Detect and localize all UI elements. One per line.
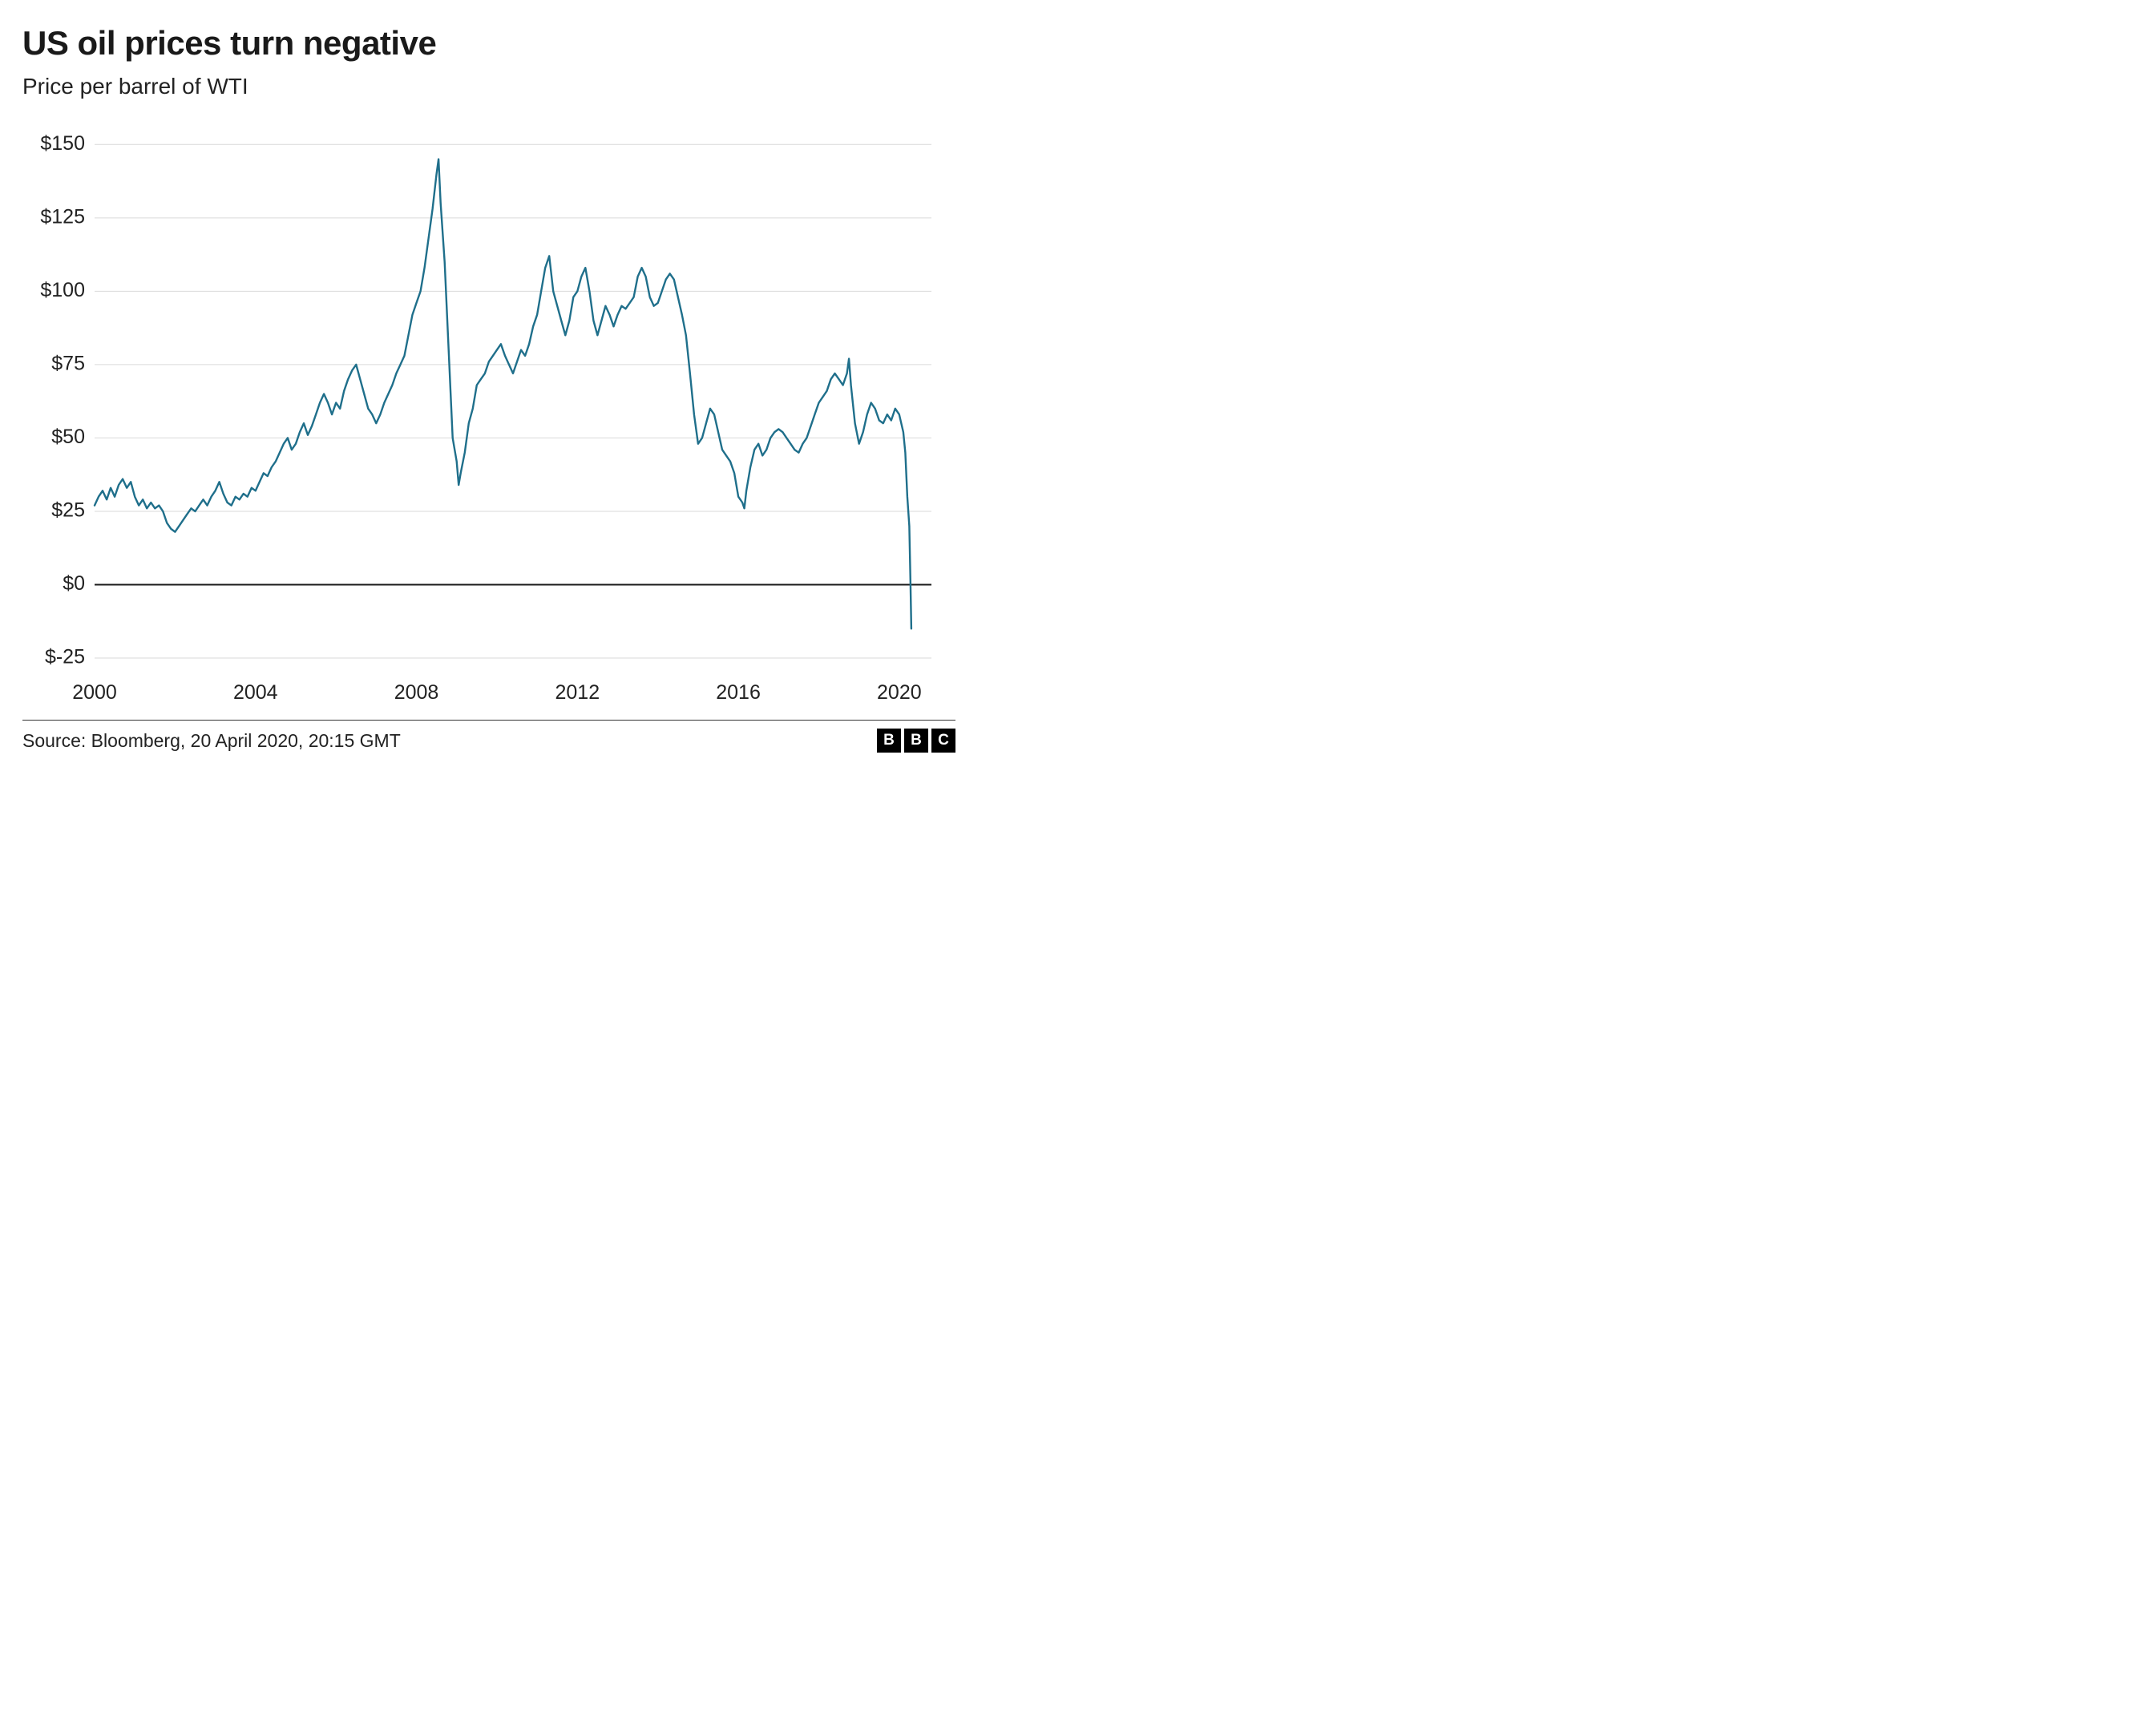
svg-text:2000: 2000	[72, 681, 117, 704]
svg-text:2004: 2004	[233, 681, 278, 704]
bbc-logo-letter: B	[904, 729, 928, 753]
bbc-logo: BBC	[877, 729, 955, 753]
svg-text:$75: $75	[51, 353, 85, 375]
chart-subtitle: Price per barrel of WTI	[22, 74, 955, 99]
svg-text:2020: 2020	[877, 681, 922, 704]
source-text: Source: Bloomberg, 20 April 2020, 20:15 …	[22, 730, 401, 752]
svg-text:$100: $100	[40, 279, 85, 301]
bbc-logo-letter: C	[931, 729, 955, 753]
chart-svg: $-25 $0 $25 $50 $75 $100 $125 $150 2000 2004 2008 2…	[22, 106, 955, 715]
svg-text:$125: $125	[40, 205, 85, 228]
svg-text:$150: $150	[40, 132, 85, 155]
svg-text:$50: $50	[51, 426, 85, 448]
svg-text:2008: 2008	[394, 681, 439, 704]
svg-text:$25: $25	[51, 499, 85, 522]
svg-text:2012: 2012	[555, 681, 600, 704]
chart-title: US oil prices turn negative	[22, 24, 955, 63]
line-chart: $-25 $0 $25 $50 $75 $100 $125 $150 2000 2004 2008 2…	[22, 106, 955, 715]
svg-text:$-25: $-25	[45, 646, 85, 668]
bbc-logo-letter: B	[877, 729, 901, 753]
svg-text:$0: $0	[63, 572, 85, 595]
source-row: Source: Bloomberg, 20 April 2020, 20:15 …	[22, 720, 955, 753]
svg-text:2016: 2016	[716, 681, 761, 704]
